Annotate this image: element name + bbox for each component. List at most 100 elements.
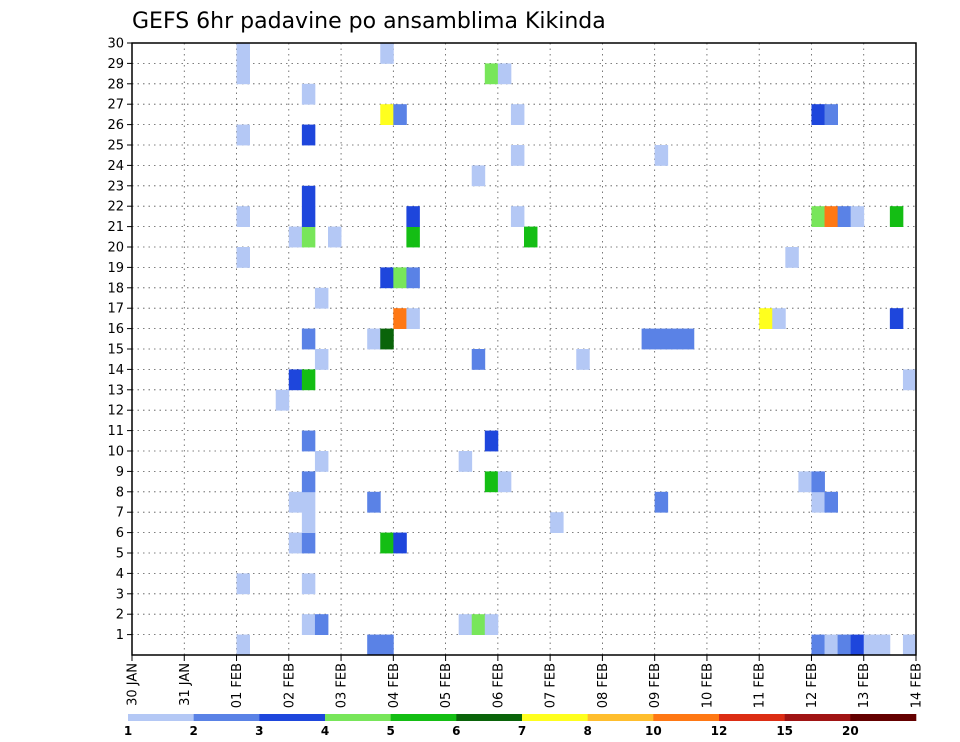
legend-swatch xyxy=(193,714,260,721)
y-tick-label: 9 xyxy=(116,465,124,480)
y-tick-label: 20 xyxy=(107,241,124,256)
y-tick-label: 18 xyxy=(107,281,124,296)
heatmap-cell xyxy=(497,471,512,493)
heatmap-cell xyxy=(301,206,316,227)
heatmap-cell xyxy=(902,369,917,391)
y-tick-label: 27 xyxy=(107,98,124,113)
heatmap-cell xyxy=(850,634,865,656)
heatmap-cell xyxy=(510,104,525,125)
heatmap-cell xyxy=(301,573,316,595)
x-tick-label: 30 JAN xyxy=(126,663,141,706)
legend-label: 2 xyxy=(189,724,197,738)
heatmap-cell xyxy=(798,471,812,493)
heatmap-cell xyxy=(680,328,695,350)
heatmap-cell xyxy=(824,634,838,656)
x-tick-label: 11 FEB xyxy=(753,663,768,708)
color-legend: 1 2 3 4 5 6 7 8 10 12 15 20 xyxy=(124,714,917,738)
legend-label: 7 xyxy=(518,724,526,738)
heatmap-cell xyxy=(393,267,407,289)
heatmap-cell xyxy=(811,104,825,125)
legend-label: 3 xyxy=(255,724,263,738)
heatmap-cell xyxy=(576,349,590,370)
legend-label: 20 xyxy=(842,724,859,738)
heatmap-cell xyxy=(471,165,486,187)
x-tick-label: 03 FEB xyxy=(335,663,350,708)
legend-swatch xyxy=(325,714,391,721)
y-tick-label: 15 xyxy=(107,343,124,358)
heatmap-cell xyxy=(301,185,316,207)
heatmap-cell xyxy=(328,226,342,248)
heatmap-cell xyxy=(301,491,316,513)
legend-swatch xyxy=(522,714,588,721)
heatmap-cell xyxy=(380,328,394,350)
heatmap-cell xyxy=(367,491,381,513)
y-tick-label: 22 xyxy=(107,200,124,215)
y-tick-label: 6 xyxy=(116,526,124,541)
x-tick-label: 06 FEB xyxy=(491,663,506,708)
heatmap-cell xyxy=(236,634,250,656)
legend-swatch xyxy=(259,714,326,721)
heatmap-cell xyxy=(367,328,381,350)
legend-swatch xyxy=(784,714,851,721)
heatmap-cell xyxy=(393,104,407,125)
x-tick-label: 09 FEB xyxy=(648,663,663,708)
heatmap-cell xyxy=(301,430,316,452)
y-tick-label: 4 xyxy=(116,567,124,582)
legend-swatch xyxy=(390,714,457,721)
y-tick-label: 28 xyxy=(107,77,124,92)
heatmap-cell xyxy=(654,328,669,350)
y-tick-label: 3 xyxy=(116,587,124,602)
heatmap-cell xyxy=(550,512,564,533)
legend-swatch xyxy=(653,714,720,721)
y-tick-label: 29 xyxy=(107,57,124,72)
heatmap-cell xyxy=(811,206,825,227)
heatmap-cell xyxy=(236,63,250,85)
y-tick-label: 17 xyxy=(107,302,124,317)
y-tick-label: 21 xyxy=(107,220,124,235)
heatmap-cell xyxy=(524,226,538,248)
heatmap-cell xyxy=(275,389,290,411)
heatmap-cell xyxy=(301,124,316,146)
legend-label: 8 xyxy=(583,724,591,738)
y-tick-label: 13 xyxy=(107,383,124,398)
y-tick-label: 25 xyxy=(107,139,124,154)
heatmap-cell xyxy=(497,63,512,85)
legend-label: 6 xyxy=(452,724,460,738)
y-tick-label: 1 xyxy=(116,628,124,643)
heatmap-cell xyxy=(288,532,303,554)
heatmap-cell xyxy=(406,308,420,329)
heatmap-cell xyxy=(236,43,250,64)
x-tick-label: 31 JAN xyxy=(178,663,193,706)
heatmap-cell xyxy=(850,206,865,227)
heatmap-cell xyxy=(654,491,669,513)
y-tick-label: 10 xyxy=(107,445,124,460)
heatmap-cell xyxy=(301,226,316,248)
heatmap-cell xyxy=(484,471,499,493)
heatmap-cell xyxy=(824,206,838,227)
heatmap-cell xyxy=(380,104,394,125)
heatmap-cell xyxy=(458,614,473,635)
y-axis-ticks: 1234567891011121314151617181920212223242… xyxy=(107,37,132,643)
heatmap-cell xyxy=(785,247,799,268)
y-tick-label: 5 xyxy=(116,547,124,562)
x-tick-label: 01 FEB xyxy=(230,663,245,708)
x-tick-label: 02 FEB xyxy=(282,663,297,708)
legend-label: 15 xyxy=(776,724,793,738)
heatmap-cell xyxy=(837,206,852,227)
legend-label: 12 xyxy=(711,724,728,738)
y-tick-label: 2 xyxy=(116,608,124,623)
heatmap-cell xyxy=(367,634,381,656)
heatmap-cell xyxy=(380,43,394,64)
y-tick-label: 8 xyxy=(116,485,124,500)
heatmap-cell xyxy=(889,206,904,227)
y-tick-label: 24 xyxy=(107,159,124,174)
heatmap-cell xyxy=(301,328,316,350)
heatmap-cell xyxy=(876,634,891,656)
heatmap-cell xyxy=(314,349,329,370)
heatmap-cell xyxy=(406,267,420,289)
heatmap-cell xyxy=(301,83,316,105)
legend-swatch xyxy=(587,714,654,721)
heatmap-cell xyxy=(641,328,656,350)
legend-swatch xyxy=(456,714,523,721)
